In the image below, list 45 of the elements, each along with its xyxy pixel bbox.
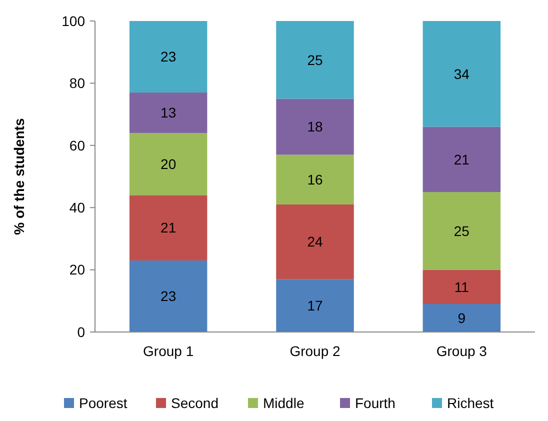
legend-label: Poorest: [79, 394, 128, 411]
data-label: 20: [160, 156, 176, 172]
data-label: 9: [458, 310, 466, 326]
data-label: 16: [307, 172, 323, 188]
data-label: 25: [307, 52, 323, 68]
legend-label: Second: [171, 394, 218, 411]
data-label: 34: [454, 66, 470, 82]
legend-label: Richest: [447, 394, 494, 411]
x-tick-label: Group 1: [143, 343, 194, 359]
bar: [276, 154, 354, 204]
x-tick-label: Group 2: [290, 343, 341, 359]
data-label: 25: [454, 222, 470, 239]
y-tick-label: 100: [62, 12, 86, 29]
bar: [276, 21, 354, 99]
y-axis-title: % of the students: [11, 118, 27, 235]
bar: [276, 98, 354, 155]
legend-label: Fourth: [355, 394, 396, 411]
bar: [422, 304, 501, 332]
data-label: 23: [160, 288, 176, 304]
data-label: 21: [160, 220, 176, 236]
y-tick-label: 0: [77, 324, 86, 340]
y-tick-label: 80: [69, 75, 86, 92]
data-label: 21: [454, 151, 470, 168]
bar: [276, 204, 354, 280]
bar: [129, 21, 208, 93]
data-label: 24: [307, 234, 323, 250]
bar: [129, 92, 208, 133]
x-tick-label: Group 3: [436, 343, 488, 359]
bar: [422, 21, 501, 127]
bar: [276, 279, 354, 332]
y-tick-label: 60: [69, 137, 86, 154]
bar: [422, 270, 501, 304]
data-label: 23: [160, 48, 176, 65]
data-label: 13: [160, 104, 176, 121]
bar: [129, 195, 208, 260]
bar: [422, 192, 501, 270]
data-label: 11: [454, 278, 470, 295]
bar: [129, 260, 208, 332]
legend-label: Middle: [263, 394, 304, 411]
y-tick-label: 40: [69, 200, 86, 216]
y-tick-label: 20: [69, 262, 86, 278]
data-label: 17: [307, 297, 323, 314]
bar: [422, 126, 501, 192]
data-label: 18: [307, 118, 323, 135]
bar: [129, 132, 208, 196]
